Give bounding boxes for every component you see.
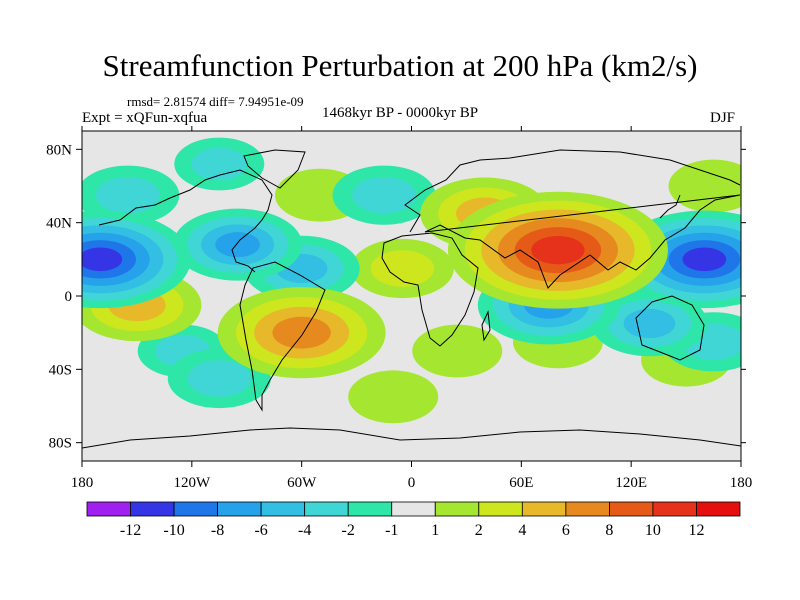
colorbar-swatch <box>217 501 262 517</box>
y-tick-label: 80N <box>46 142 72 158</box>
chart-title: Streamfunction Perturbation at 200 hPa (… <box>102 48 698 83</box>
contour-band <box>215 232 260 258</box>
contour-band <box>96 176 160 214</box>
field-feature <box>348 370 439 424</box>
coast-south-america <box>239 261 326 412</box>
colorbar-swatch <box>260 501 306 517</box>
colorbar-label: 2 <box>475 522 483 539</box>
field-feature <box>82 210 191 309</box>
contour-band <box>531 235 585 265</box>
field-feature <box>350 238 454 299</box>
colorbar-swatch <box>434 501 480 517</box>
colorbar-label: -2 <box>342 522 355 539</box>
x-tick-label: 180 <box>71 475 94 491</box>
coast-antarctica <box>82 427 741 449</box>
contour-band <box>623 308 676 339</box>
field-feature <box>174 137 265 191</box>
colorbar-label: 1 <box>431 522 439 539</box>
period-label: 1468kyr BP - 0000kyr BP <box>322 105 479 121</box>
contour-band <box>187 360 251 397</box>
x-tick-label: 0 <box>408 475 416 491</box>
coast-africa <box>381 232 479 347</box>
colorbar-swatch <box>130 501 175 517</box>
colorbar-label: -1 <box>385 522 398 539</box>
colorbar-label: 10 <box>645 522 661 539</box>
coast-greenland <box>243 149 306 189</box>
contour-band <box>682 247 727 272</box>
y-tick-label: 0 <box>65 289 73 305</box>
axes: 180 120W 60W 0 60E 120E 180 80N 40N 0 40S 80S <box>46 126 752 491</box>
field-feature <box>82 165 180 225</box>
season-label: DJF <box>710 110 736 126</box>
field-feature <box>447 191 668 309</box>
colorbar-swatch <box>521 501 567 517</box>
colorbar-label: -8 <box>211 522 224 539</box>
x-tick-label: 120E <box>615 475 647 491</box>
contour-band <box>82 247 123 272</box>
x-tick-label: 120W <box>173 475 211 491</box>
colorbar-swatch <box>565 501 610 517</box>
colorbar-swatch <box>86 501 131 517</box>
coast-japan <box>659 194 681 219</box>
colorbar-swatch <box>696 501 741 517</box>
coast-eurasia <box>404 149 741 289</box>
colorbar-swatch <box>391 501 436 517</box>
coastlines <box>82 149 741 449</box>
colorbar-label: 6 <box>562 522 570 539</box>
y-tick-label: 40N <box>46 216 72 232</box>
field-feature <box>243 235 360 302</box>
contour-band <box>370 250 435 287</box>
experiment-label: Expt = xQFun-xqfua <box>82 110 208 126</box>
field-feature <box>668 159 741 213</box>
colorbar-swatch <box>347 501 393 517</box>
colorbar-label: 12 <box>688 522 704 539</box>
contour-band <box>272 316 331 349</box>
colorbar-swatch <box>304 501 349 517</box>
x-tick-label: 60E <box>509 475 533 491</box>
x-tick-label: 180 <box>730 475 753 491</box>
colorbar: -12 -10 -8 -6 -4 -2 -1 1 2 4 6 8 10 12 <box>86 501 741 539</box>
coast-madagascar <box>481 310 491 342</box>
rmsd-stats: rmsd= 2.81574 diff= 7.94951e-09 <box>127 94 304 109</box>
coast-australia <box>635 295 705 361</box>
colorbar-label: -12 <box>120 522 141 539</box>
contour-band <box>352 176 416 214</box>
field-feature <box>173 208 303 281</box>
colorbar-swatch <box>173 501 219 517</box>
colorbar-label: -4 <box>298 522 311 539</box>
contour-band <box>668 159 741 213</box>
coast-north-america <box>98 169 273 273</box>
y-tick-label: 40S <box>49 362 72 378</box>
colorbar-swatch <box>478 501 523 517</box>
colorbar-swatch <box>652 501 697 517</box>
field-feature <box>332 165 436 225</box>
colorbar-label: -10 <box>163 522 184 539</box>
field-feature <box>591 290 708 357</box>
field-feature <box>412 324 503 378</box>
colorbar-label: -6 <box>254 522 267 539</box>
colorbar-label: 8 <box>605 522 613 539</box>
contour-band <box>348 370 439 424</box>
colorbar-swatch <box>609 501 654 517</box>
field-layer <box>82 137 741 424</box>
x-tick-label: 60W <box>287 475 317 491</box>
field-feature <box>217 287 386 379</box>
contour-band <box>412 324 503 378</box>
y-tick-label: 80S <box>49 436 72 452</box>
colorbar-label: 4 <box>518 522 526 539</box>
